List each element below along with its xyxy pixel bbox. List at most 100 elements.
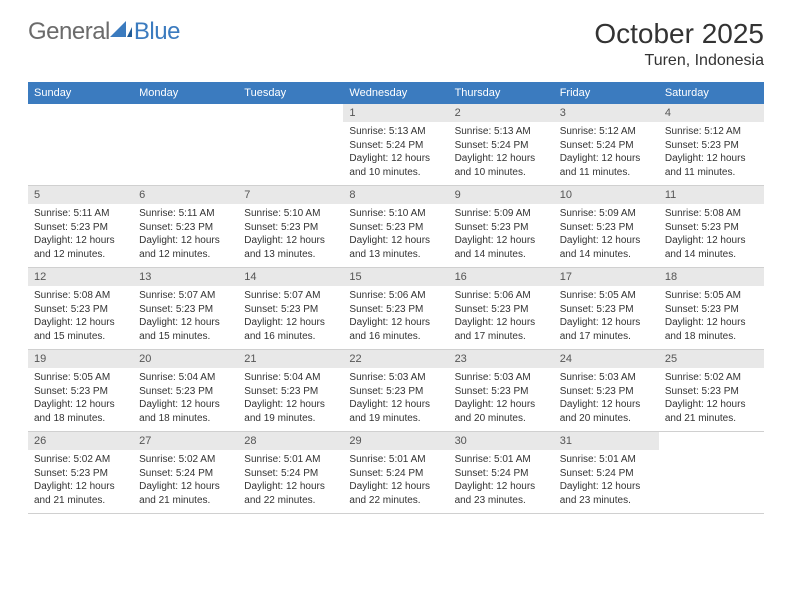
location: Turen, Indonesia xyxy=(594,52,764,70)
day-number: 19 xyxy=(28,350,133,368)
calendar-cell: 3Sunrise: 5:12 AMSunset: 5:24 PMDaylight… xyxy=(554,104,659,186)
sunset-text: Sunset: 5:23 PM xyxy=(560,303,653,317)
sunset-text: Sunset: 5:23 PM xyxy=(34,385,127,399)
day-header: Friday xyxy=(554,82,659,104)
daylight-text: Daylight: 12 hours and 12 minutes. xyxy=(34,234,127,261)
day-number: 2 xyxy=(449,104,554,122)
calendar-row: 5Sunrise: 5:11 AMSunset: 5:23 PMDaylight… xyxy=(28,186,764,268)
day-header: Sunday xyxy=(28,82,133,104)
sunrise-text: Sunrise: 5:05 AM xyxy=(34,371,127,385)
title-block: October 2025 Turen, Indonesia xyxy=(594,18,764,70)
logo-text-general: General xyxy=(28,18,110,46)
calendar-row: 19Sunrise: 5:05 AMSunset: 5:23 PMDayligh… xyxy=(28,350,764,432)
calendar-cell: 8Sunrise: 5:10 AMSunset: 5:23 PMDaylight… xyxy=(343,186,448,268)
day-number: 11 xyxy=(659,186,764,204)
calendar-cell: 4Sunrise: 5:12 AMSunset: 5:23 PMDaylight… xyxy=(659,104,764,186)
calendar-cell: 13Sunrise: 5:07 AMSunset: 5:23 PMDayligh… xyxy=(133,268,238,350)
daylight-text: Daylight: 12 hours and 21 minutes. xyxy=(34,480,127,507)
daylight-text: Daylight: 12 hours and 20 minutes. xyxy=(455,398,548,425)
day-number: 9 xyxy=(449,186,554,204)
day-content: Sunrise: 5:11 AMSunset: 5:23 PMDaylight:… xyxy=(133,204,238,267)
sunrise-text: Sunrise: 5:03 AM xyxy=(560,371,653,385)
sunrise-text: Sunrise: 5:02 AM xyxy=(665,371,758,385)
calendar-cell: 12Sunrise: 5:08 AMSunset: 5:23 PMDayligh… xyxy=(28,268,133,350)
sunrise-text: Sunrise: 5:09 AM xyxy=(455,207,548,221)
calendar-cell: 18Sunrise: 5:05 AMSunset: 5:23 PMDayligh… xyxy=(659,268,764,350)
calendar-cell: 5Sunrise: 5:11 AMSunset: 5:23 PMDaylight… xyxy=(28,186,133,268)
header: General Blue October 2025 Turen, Indones… xyxy=(28,18,764,70)
day-number: 15 xyxy=(343,268,448,286)
sunrise-text: Sunrise: 5:05 AM xyxy=(560,289,653,303)
day-number: 7 xyxy=(238,186,343,204)
daylight-text: Daylight: 12 hours and 19 minutes. xyxy=(349,398,442,425)
daylight-text: Daylight: 12 hours and 14 minutes. xyxy=(455,234,548,261)
day-header: Monday xyxy=(133,82,238,104)
sunrise-text: Sunrise: 5:12 AM xyxy=(665,125,758,139)
calendar-cell xyxy=(133,104,238,186)
calendar-cell: 15Sunrise: 5:06 AMSunset: 5:23 PMDayligh… xyxy=(343,268,448,350)
daylight-text: Daylight: 12 hours and 21 minutes. xyxy=(665,398,758,425)
daylight-text: Daylight: 12 hours and 20 minutes. xyxy=(560,398,653,425)
sunset-text: Sunset: 5:23 PM xyxy=(244,221,337,235)
sunset-text: Sunset: 5:23 PM xyxy=(34,303,127,317)
day-content: Sunrise: 5:09 AMSunset: 5:23 PMDaylight:… xyxy=(554,204,659,267)
sunset-text: Sunset: 5:24 PM xyxy=(560,139,653,153)
day-number: 4 xyxy=(659,104,764,122)
calendar-cell: 23Sunrise: 5:03 AMSunset: 5:23 PMDayligh… xyxy=(449,350,554,432)
day-number: 17 xyxy=(554,268,659,286)
calendar-cell: 22Sunrise: 5:03 AMSunset: 5:23 PMDayligh… xyxy=(343,350,448,432)
sunrise-text: Sunrise: 5:03 AM xyxy=(349,371,442,385)
day-header: Tuesday xyxy=(238,82,343,104)
day-content: Sunrise: 5:10 AMSunset: 5:23 PMDaylight:… xyxy=(343,204,448,267)
day-number: 26 xyxy=(28,432,133,450)
calendar-cell: 31Sunrise: 5:01 AMSunset: 5:24 PMDayligh… xyxy=(554,432,659,514)
sunrise-text: Sunrise: 5:05 AM xyxy=(665,289,758,303)
day-number: 29 xyxy=(343,432,448,450)
day-content: Sunrise: 5:07 AMSunset: 5:23 PMDaylight:… xyxy=(133,286,238,349)
month-title: October 2025 xyxy=(594,18,764,50)
day-number: 24 xyxy=(554,350,659,368)
day-header: Thursday xyxy=(449,82,554,104)
sunrise-text: Sunrise: 5:08 AM xyxy=(665,207,758,221)
daylight-text: Daylight: 12 hours and 12 minutes. xyxy=(139,234,232,261)
day-content: Sunrise: 5:08 AMSunset: 5:23 PMDaylight:… xyxy=(28,286,133,349)
daylight-text: Daylight: 12 hours and 14 minutes. xyxy=(665,234,758,261)
sunset-text: Sunset: 5:24 PM xyxy=(244,467,337,481)
sunset-text: Sunset: 5:23 PM xyxy=(139,303,232,317)
day-content: Sunrise: 5:03 AMSunset: 5:23 PMDaylight:… xyxy=(343,368,448,431)
day-number: 3 xyxy=(554,104,659,122)
sunrise-text: Sunrise: 5:04 AM xyxy=(139,371,232,385)
day-content: Sunrise: 5:06 AMSunset: 5:23 PMDaylight:… xyxy=(449,286,554,349)
calendar-cell: 25Sunrise: 5:02 AMSunset: 5:23 PMDayligh… xyxy=(659,350,764,432)
day-content: Sunrise: 5:12 AMSunset: 5:23 PMDaylight:… xyxy=(659,122,764,185)
daylight-text: Daylight: 12 hours and 23 minutes. xyxy=(455,480,548,507)
sunset-text: Sunset: 5:23 PM xyxy=(139,221,232,235)
sunrise-text: Sunrise: 5:06 AM xyxy=(455,289,548,303)
calendar-cell xyxy=(28,104,133,186)
calendar-cell: 11Sunrise: 5:08 AMSunset: 5:23 PMDayligh… xyxy=(659,186,764,268)
sunset-text: Sunset: 5:23 PM xyxy=(455,221,548,235)
sunrise-text: Sunrise: 5:07 AM xyxy=(244,289,337,303)
day-content: Sunrise: 5:05 AMSunset: 5:23 PMDaylight:… xyxy=(659,286,764,349)
daylight-text: Daylight: 12 hours and 15 minutes. xyxy=(34,316,127,343)
day-number: 13 xyxy=(133,268,238,286)
sunset-text: Sunset: 5:23 PM xyxy=(560,221,653,235)
daylight-text: Daylight: 12 hours and 18 minutes. xyxy=(139,398,232,425)
day-content: Sunrise: 5:08 AMSunset: 5:23 PMDaylight:… xyxy=(659,204,764,267)
sunset-text: Sunset: 5:24 PM xyxy=(560,467,653,481)
calendar-cell: 9 Sunrise: 5:09 AMSunset: 5:23 PMDaylight… xyxy=(449,186,554,268)
daylight-text: Daylight: 12 hours and 22 minutes. xyxy=(349,480,442,507)
calendar-row: 12Sunrise: 5:08 AMSunset: 5:23 PMDayligh… xyxy=(28,268,764,350)
calendar-cell: 20Sunrise: 5:04 AMSunset: 5:23 PMDayligh… xyxy=(133,350,238,432)
sunset-text: Sunset: 5:23 PM xyxy=(665,385,758,399)
daylight-text: Daylight: 12 hours and 17 minutes. xyxy=(560,316,653,343)
calendar-cell: 14Sunrise: 5:07 AMSunset: 5:23 PMDayligh… xyxy=(238,268,343,350)
day-content: Sunrise: 5:01 AMSunset: 5:24 PMDaylight:… xyxy=(343,450,448,513)
logo-sail-icon xyxy=(110,21,132,37)
day-header: Wednesday xyxy=(343,82,448,104)
sunset-text: Sunset: 5:23 PM xyxy=(244,385,337,399)
calendar-cell: 10Sunrise: 5:09 AMSunset: 5:23 PMDayligh… xyxy=(554,186,659,268)
calendar-row: 26Sunrise: 5:02 AMSunset: 5:23 PMDayligh… xyxy=(28,432,764,514)
sunset-text: Sunset: 5:23 PM xyxy=(455,385,548,399)
sunset-text: Sunset: 5:23 PM xyxy=(349,221,442,235)
